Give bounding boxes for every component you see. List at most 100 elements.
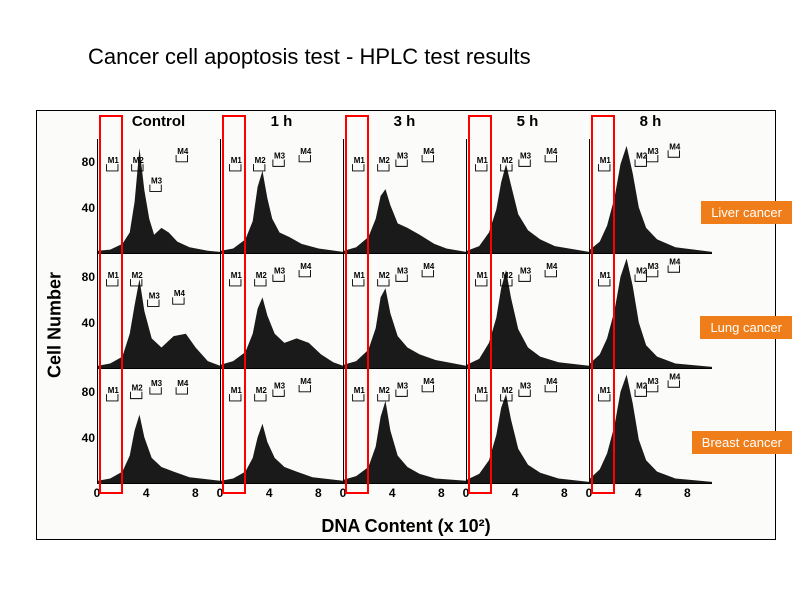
svg-text:M3: M3 — [151, 176, 163, 185]
svg-text:M3: M3 — [274, 381, 286, 390]
svg-text:M1: M1 — [108, 271, 120, 280]
column-headers: Control1 h3 h5 h8 h — [97, 113, 712, 135]
svg-text:M4: M4 — [300, 377, 312, 386]
x-tick: 8 — [438, 486, 445, 500]
histogram-panel: M1 M2 M3 M4 — [466, 139, 589, 254]
svg-text:M3: M3 — [648, 262, 660, 271]
column-header: 8 h — [589, 113, 712, 135]
svg-text:M3: M3 — [397, 381, 409, 390]
svg-text:M1: M1 — [108, 156, 120, 165]
svg-text:M2: M2 — [379, 156, 391, 165]
histogram-panel: M1M2M3M4 — [343, 254, 466, 369]
svg-text:M3: M3 — [274, 266, 286, 275]
svg-text:M3: M3 — [520, 266, 532, 275]
svg-text:M3: M3 — [397, 151, 409, 160]
svg-text:M2: M2 — [379, 386, 391, 395]
histogram-panel: M1 M2 M3 M4 — [343, 139, 466, 254]
svg-text:M1: M1 — [108, 386, 120, 395]
page-title: Cancer cell apoptosis test - HPLC test r… — [88, 44, 531, 70]
svg-text:M4: M4 — [669, 142, 681, 151]
x-tick: 8 — [561, 486, 568, 500]
svg-text:M3: M3 — [149, 291, 161, 300]
svg-text:M1: M1 — [600, 156, 612, 165]
svg-text:M3: M3 — [397, 266, 409, 275]
svg-text:M3: M3 — [520, 381, 532, 390]
x-tick: 0 — [217, 486, 224, 500]
svg-text:M1: M1 — [477, 386, 489, 395]
column-header: Control — [97, 113, 220, 135]
x-axis-label: DNA Content (x 10²) — [37, 516, 775, 537]
svg-text:M2: M2 — [133, 156, 145, 165]
svg-text:M1: M1 — [477, 271, 489, 280]
figure-container: Cell Number Control1 h3 h5 h8 h 40804080… — [36, 110, 776, 540]
histogram-panel: M1M2M3M4 — [589, 369, 712, 484]
x-tick: 4 — [389, 486, 396, 500]
svg-text:M4: M4 — [423, 147, 435, 156]
svg-text:M2: M2 — [132, 271, 144, 280]
histogram-panel: M1 M2 M3 M4 — [97, 254, 220, 369]
svg-text:M4: M4 — [174, 289, 186, 298]
svg-text:M4: M4 — [423, 377, 435, 386]
svg-text:M1: M1 — [477, 156, 489, 165]
histogram-panel: M1 M2 M3 M4 — [220, 254, 343, 369]
svg-text:M3: M3 — [648, 147, 660, 156]
svg-text:M2: M2 — [502, 156, 514, 165]
svg-text:M1: M1 — [354, 386, 366, 395]
svg-text:M1: M1 — [231, 156, 243, 165]
histogram-panel: M1 M2 M3 M4 — [343, 369, 466, 484]
x-tick: 8 — [315, 486, 322, 500]
svg-text:M3: M3 — [151, 379, 163, 388]
x-tick: 4 — [266, 486, 273, 500]
x-tick: 4 — [635, 486, 642, 500]
y-ticks: 40 80 40 80 40 80 — [73, 139, 95, 484]
svg-text:M2: M2 — [256, 386, 268, 395]
histogram-panel: M1 M2 M3 M4 — [220, 369, 343, 484]
x-tick: 8 — [684, 486, 691, 500]
svg-text:M3: M3 — [648, 377, 660, 386]
svg-text:M1: M1 — [600, 386, 612, 395]
column-header: 1 h — [220, 113, 343, 135]
svg-text:M4: M4 — [669, 257, 681, 266]
x-tick: 4 — [512, 486, 519, 500]
svg-text:M4: M4 — [300, 262, 312, 271]
row-label-badge: Lung cancer — [700, 316, 792, 339]
y-tick: 80 — [82, 385, 95, 399]
svg-text:M1: M1 — [600, 271, 612, 280]
y-tick: 40 — [82, 431, 95, 445]
row-label-badge: Breast cancer — [692, 431, 792, 454]
svg-text:M4: M4 — [546, 147, 558, 156]
svg-text:M1: M1 — [231, 386, 243, 395]
svg-text:M2: M2 — [379, 271, 391, 280]
row-label-badge: Liver cancer — [701, 201, 792, 224]
y-tick: 80 — [82, 155, 95, 169]
histogram-panel: M1 M2 M3 M4 — [97, 139, 220, 254]
y-tick: 80 — [82, 270, 95, 284]
svg-text:M4: M4 — [177, 379, 189, 388]
svg-text:M1: M1 — [354, 271, 366, 280]
svg-text:M2: M2 — [502, 386, 514, 395]
x-tick: 0 — [463, 486, 470, 500]
column-header: 3 h — [343, 113, 466, 135]
svg-text:M1: M1 — [354, 156, 366, 165]
svg-text:M2: M2 — [502, 271, 514, 280]
svg-text:M4: M4 — [669, 372, 681, 381]
histogram-panel: M1M2M3M4 — [589, 254, 712, 369]
column-header: 5 h — [466, 113, 589, 135]
svg-text:M1: M1 — [231, 271, 243, 280]
svg-text:M2: M2 — [255, 156, 267, 165]
svg-text:M2: M2 — [256, 271, 268, 280]
histogram-panel: M1M2M3M4 — [589, 139, 712, 254]
svg-text:M3: M3 — [274, 151, 286, 160]
svg-text:M4: M4 — [546, 262, 558, 271]
y-axis-label: Cell Number — [45, 272, 66, 378]
panel-grid: M1 M2 M3 M4 M1 M2 M3 M4 M1 M2 M3 M4 M1 M2 M3 M4 M1 M2 M3 M4… — [97, 139, 712, 484]
x-ticks: 048048048048048 — [97, 484, 712, 502]
svg-text:M4: M4 — [177, 147, 189, 156]
svg-text:M2: M2 — [132, 384, 144, 393]
svg-text:M3: M3 — [520, 151, 532, 160]
svg-text:M4: M4 — [300, 147, 312, 156]
svg-text:M4: M4 — [546, 377, 558, 386]
x-tick: 0 — [586, 486, 593, 500]
y-tick: 40 — [82, 316, 95, 330]
y-tick: 40 — [82, 201, 95, 215]
